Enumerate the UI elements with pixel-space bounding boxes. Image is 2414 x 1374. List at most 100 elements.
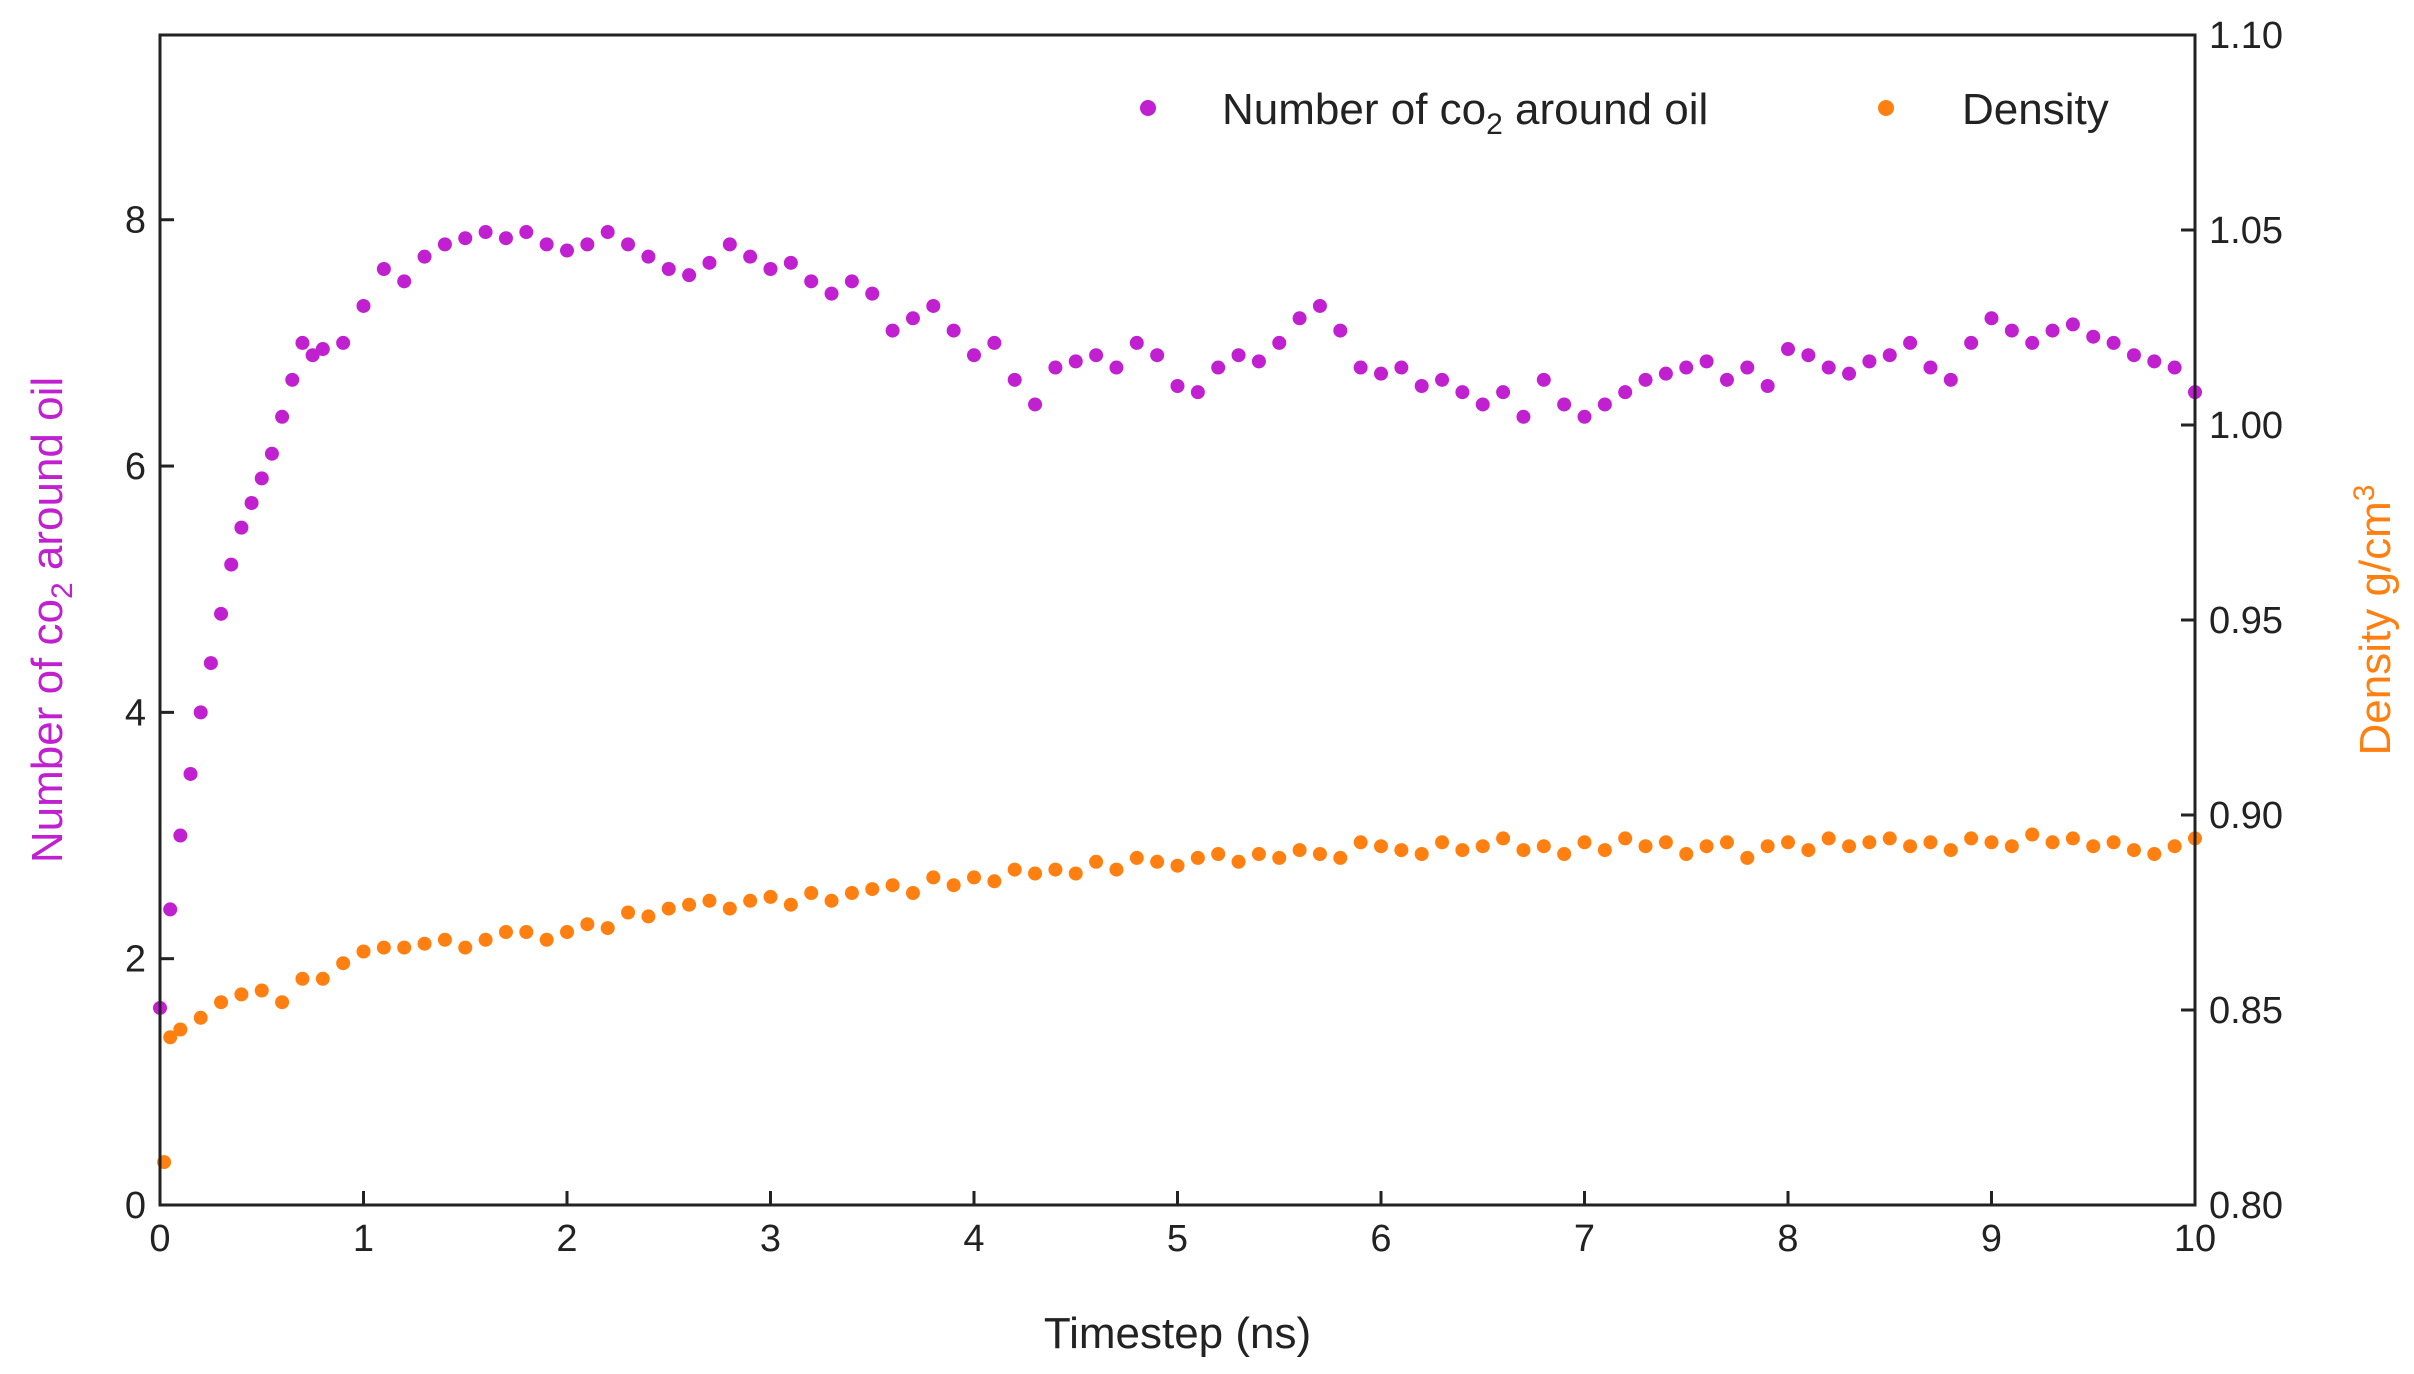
density-point <box>2106 835 2121 850</box>
x-tick-label-5: 5 <box>1167 1218 1188 1260</box>
density-point <box>1312 847 1327 861</box>
density-point <box>1048 862 1063 877</box>
co2-point <box>1190 385 1205 400</box>
co2-point <box>743 249 758 264</box>
density-point <box>539 932 554 947</box>
co2-point <box>305 348 320 363</box>
density-point <box>315 971 330 986</box>
density-point <box>2147 847 2162 861</box>
density-point <box>173 1022 188 1037</box>
x-tick-label-1: 1 <box>353 1218 374 1260</box>
co2-point <box>1048 360 1063 375</box>
co2-point <box>2045 323 2060 338</box>
y-left-tick-label-1: 2 <box>125 939 146 981</box>
co2-point <box>1964 335 1979 350</box>
co2-point <box>926 298 941 313</box>
density-point <box>1638 839 1653 854</box>
density-point <box>1679 847 1694 861</box>
co2-point <box>417 249 432 264</box>
density-point <box>1028 866 1043 881</box>
co2-point <box>946 323 961 338</box>
co2-point <box>1943 372 1958 387</box>
density-point <box>1760 839 1775 854</box>
co2-point <box>1007 372 1022 387</box>
density-point <box>1821 831 1836 846</box>
density-point <box>1618 831 1633 846</box>
density-point <box>824 893 839 908</box>
density-series <box>157 827 2202 1170</box>
density-point <box>1862 835 1877 850</box>
legend-label-co2-subscript: 2 <box>1486 108 1503 141</box>
density-point <box>397 940 412 955</box>
density-point <box>1903 839 1918 854</box>
co2-point <box>1536 372 1551 387</box>
co2-point <box>865 286 880 301</box>
density-point <box>1781 835 1795 850</box>
y-right-tick-label-1: 0.85 <box>2209 990 2283 1032</box>
density-point <box>600 921 615 936</box>
density-point <box>763 889 778 904</box>
x-axis-title: Timestep (ns) <box>1044 1309 1311 1358</box>
co2-point <box>1903 335 1918 350</box>
co2-point <box>1679 360 1694 375</box>
density-point <box>234 987 249 1002</box>
co2-point <box>641 249 656 264</box>
co2-point <box>1109 360 1124 375</box>
co2-point <box>498 231 513 246</box>
co2-point <box>885 323 900 338</box>
density-point <box>2004 839 2019 854</box>
x-tick-label-7: 7 <box>1574 1218 1595 1260</box>
density-point <box>1536 839 1551 854</box>
density-point <box>1068 866 1083 881</box>
density-point <box>1333 850 1348 865</box>
co2-point <box>1435 372 1450 387</box>
legend-label-co2: Number of co2 around oil <box>1222 85 1708 141</box>
density-point <box>1842 839 1857 854</box>
co2-point <box>2167 360 2182 375</box>
y-left-title-main: Number of co <box>23 599 72 863</box>
legend-label-density: Density <box>1962 85 2109 134</box>
co2-point <box>1129 335 1144 350</box>
y-right-tick-label-2: 0.90 <box>2209 795 2283 837</box>
density-point <box>783 897 798 912</box>
y-right-tick-label-4: 1.00 <box>2209 405 2283 447</box>
density-point <box>1414 847 1429 861</box>
density-point <box>1557 847 1572 861</box>
co2-point <box>1781 342 1795 357</box>
co2-point <box>1597 397 1612 412</box>
x-tick-label-0: 0 <box>149 1218 170 1260</box>
co2-point <box>397 274 412 289</box>
co2-point <box>844 274 859 289</box>
x-tick-label-2: 2 <box>556 1218 577 1260</box>
co2-point <box>315 342 330 357</box>
co2-point <box>1312 298 1327 313</box>
co2-point <box>264 446 279 461</box>
density-point <box>743 893 758 908</box>
density-point <box>2025 827 2040 842</box>
co2-point <box>600 225 615 240</box>
co2-point <box>1231 348 1246 363</box>
density-point <box>214 995 229 1010</box>
co2-point <box>1577 409 1592 424</box>
density-point <box>2065 831 2080 846</box>
co2-point <box>244 496 259 510</box>
co2-point <box>2025 335 2040 350</box>
legend: Number of co2 around oil Density <box>1140 85 2109 141</box>
co2-point <box>2065 317 2080 332</box>
co2-point <box>1272 335 1287 350</box>
y-left-axis-title: Number of co2 around oil <box>23 377 79 863</box>
legend-item-density: Density <box>1878 85 2109 134</box>
co2-point <box>1089 348 1104 363</box>
co2-point <box>987 335 1002 350</box>
x-tick-label-3: 3 <box>760 1218 781 1260</box>
co2-point <box>1923 360 1938 375</box>
co2-point <box>376 262 391 276</box>
density-point <box>1516 843 1531 858</box>
co2-point <box>1618 385 1633 400</box>
co2-point <box>295 335 310 350</box>
density-point <box>1455 843 1470 858</box>
y-right-axis-ticks: 0.80 0.85 0.90 0.95 1.00 1.05 1.10 <box>2181 15 2283 1227</box>
co2-point <box>2126 348 2141 363</box>
density-point <box>519 925 534 939</box>
